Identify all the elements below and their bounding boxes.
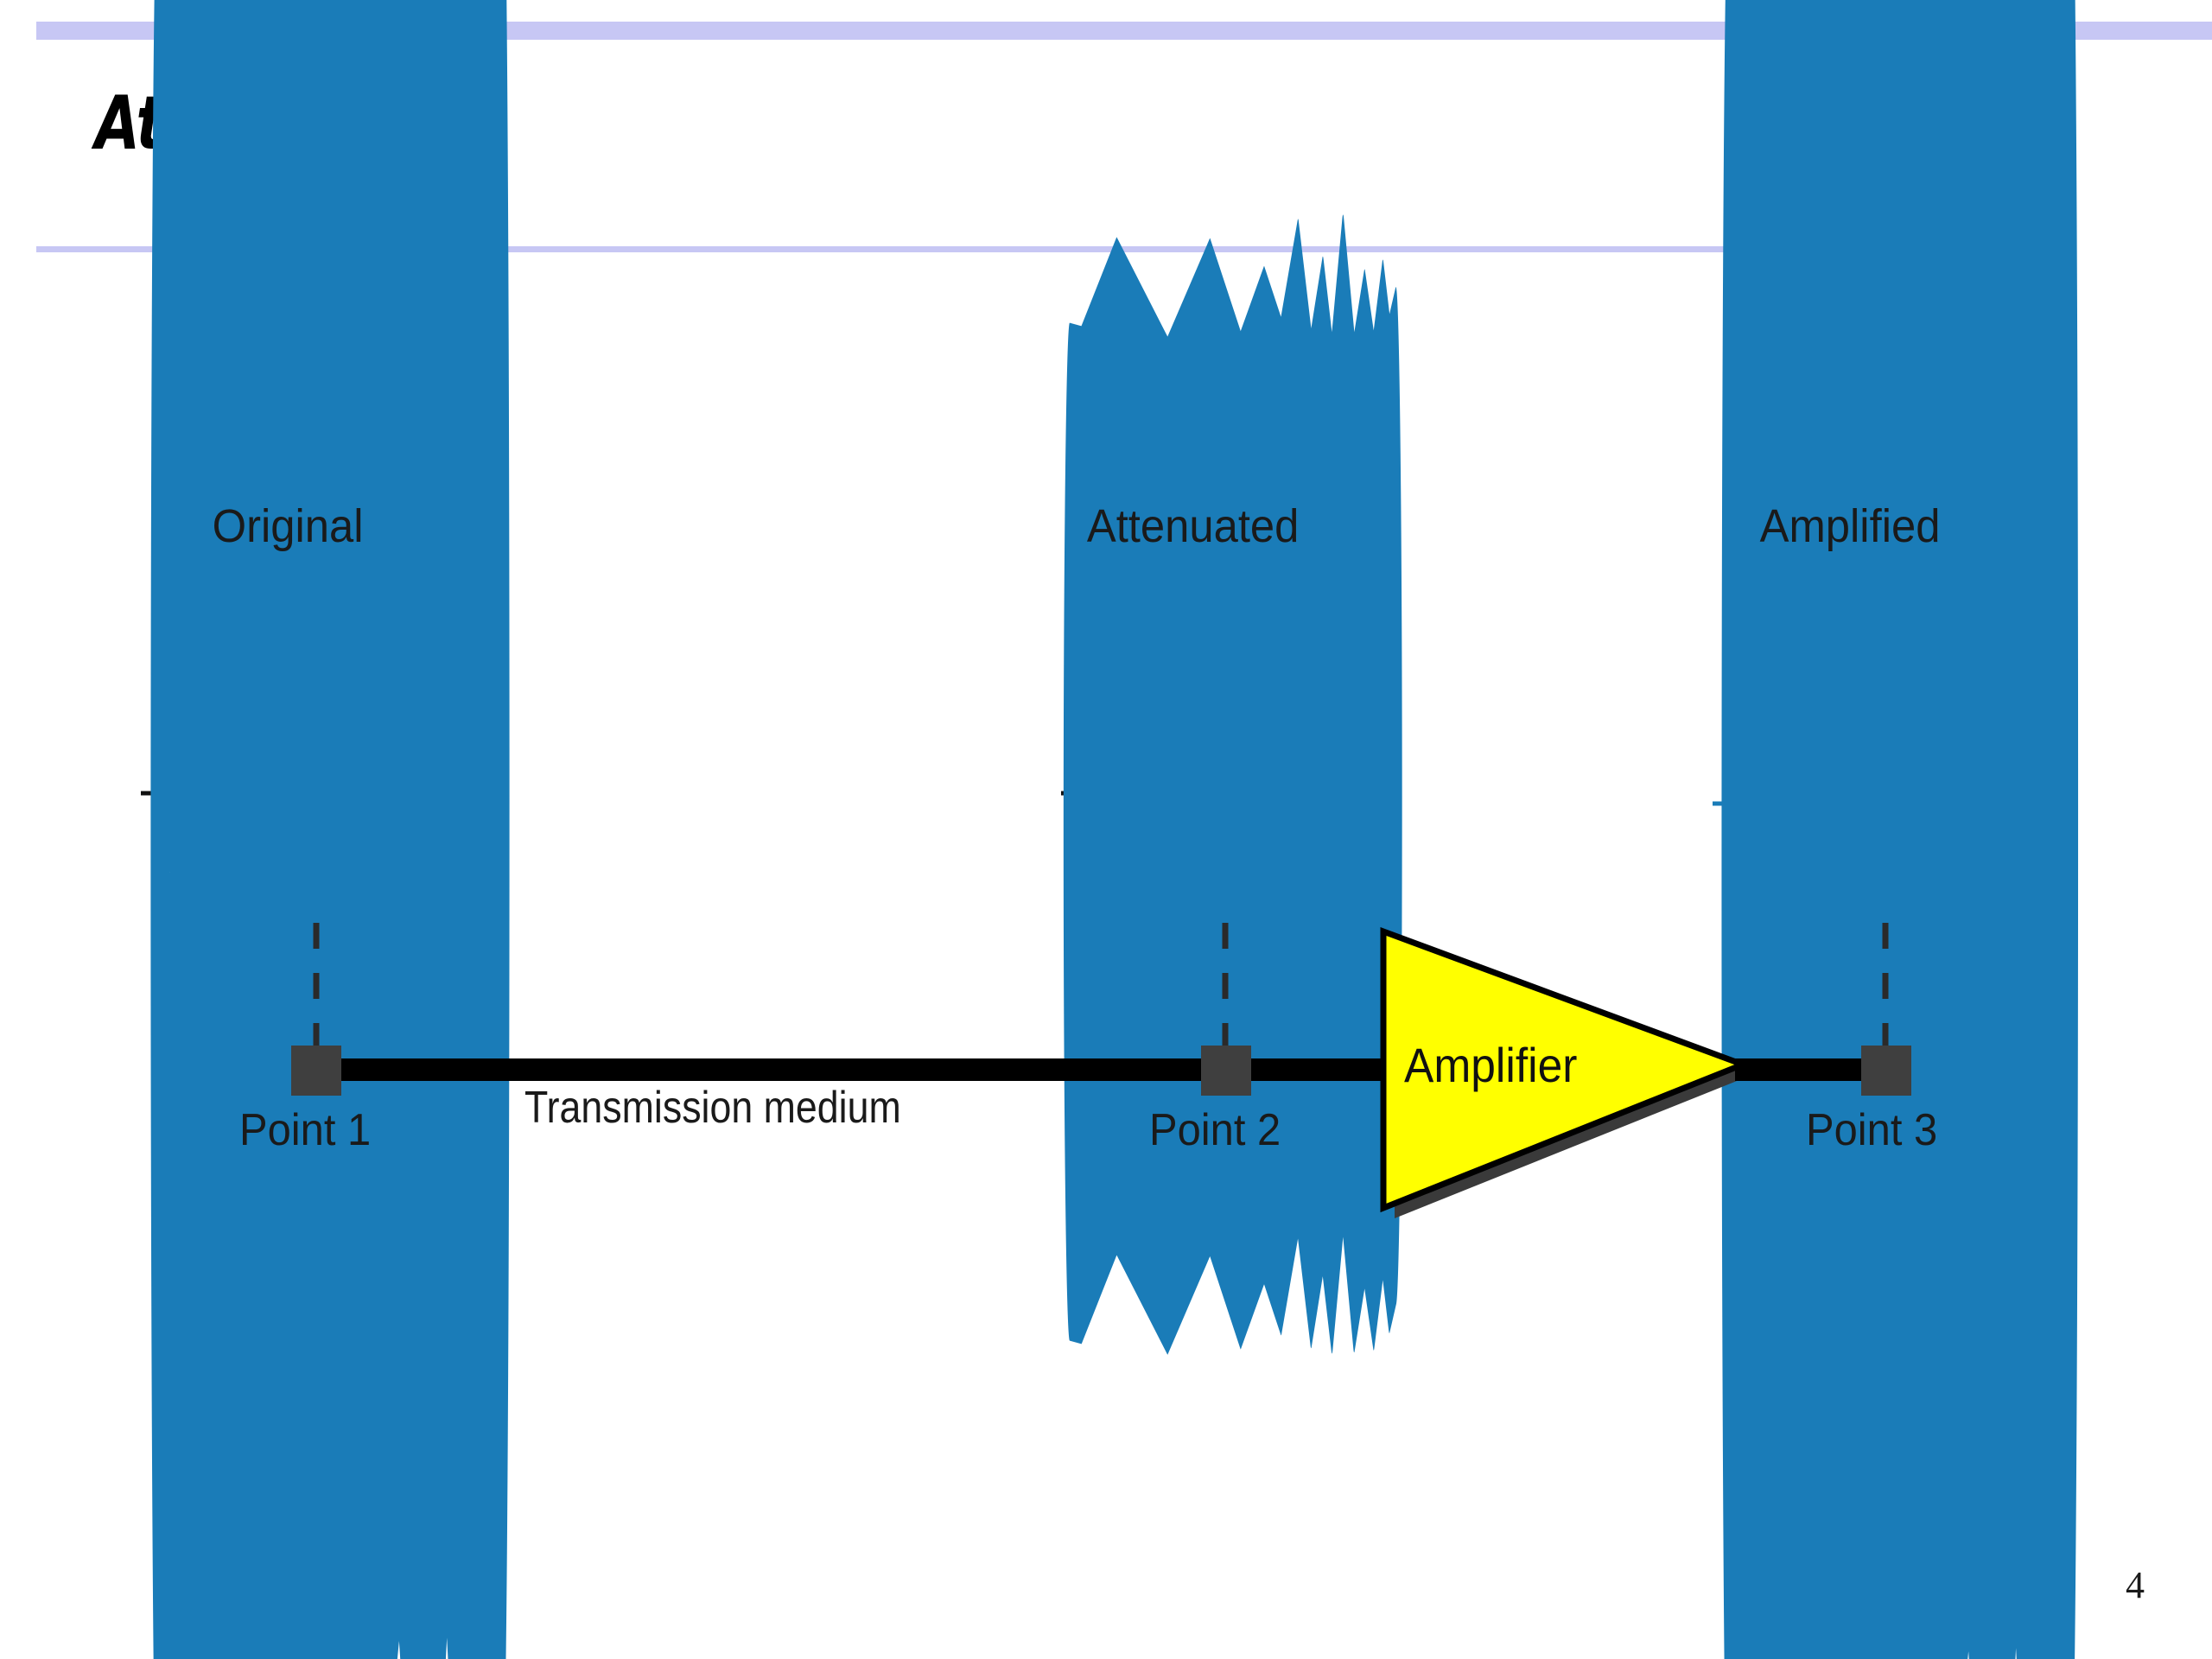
waveform-attenuated	[1061, 723, 1396, 845]
slide-top-band	[36, 22, 2212, 40]
slide-page-number: 4	[2126, 1564, 2145, 1606]
node-label-point2: Point 2	[1149, 1105, 1281, 1155]
node-point2[interactable]	[1201, 1046, 1251, 1096]
amplifier-triangle[interactable]	[1380, 926, 1751, 1213]
node-point3[interactable]	[1861, 1046, 1911, 1096]
title-divider	[36, 246, 1898, 252]
waveform-original	[141, 661, 503, 893]
node-label-point1: Point 1	[239, 1105, 372, 1155]
waveform-amplified	[1713, 671, 2072, 904]
waveform-label-original: Original	[212, 500, 364, 552]
waveform-label-attenuated: Attenuated	[1086, 500, 1300, 552]
waveform-label-amplified: Amplified	[1759, 500, 1941, 552]
transmission-medium-label: Transmission medium	[524, 1083, 901, 1133]
node-point1[interactable]	[291, 1046, 341, 1096]
node-label-point3: Point 3	[1806, 1105, 1938, 1155]
